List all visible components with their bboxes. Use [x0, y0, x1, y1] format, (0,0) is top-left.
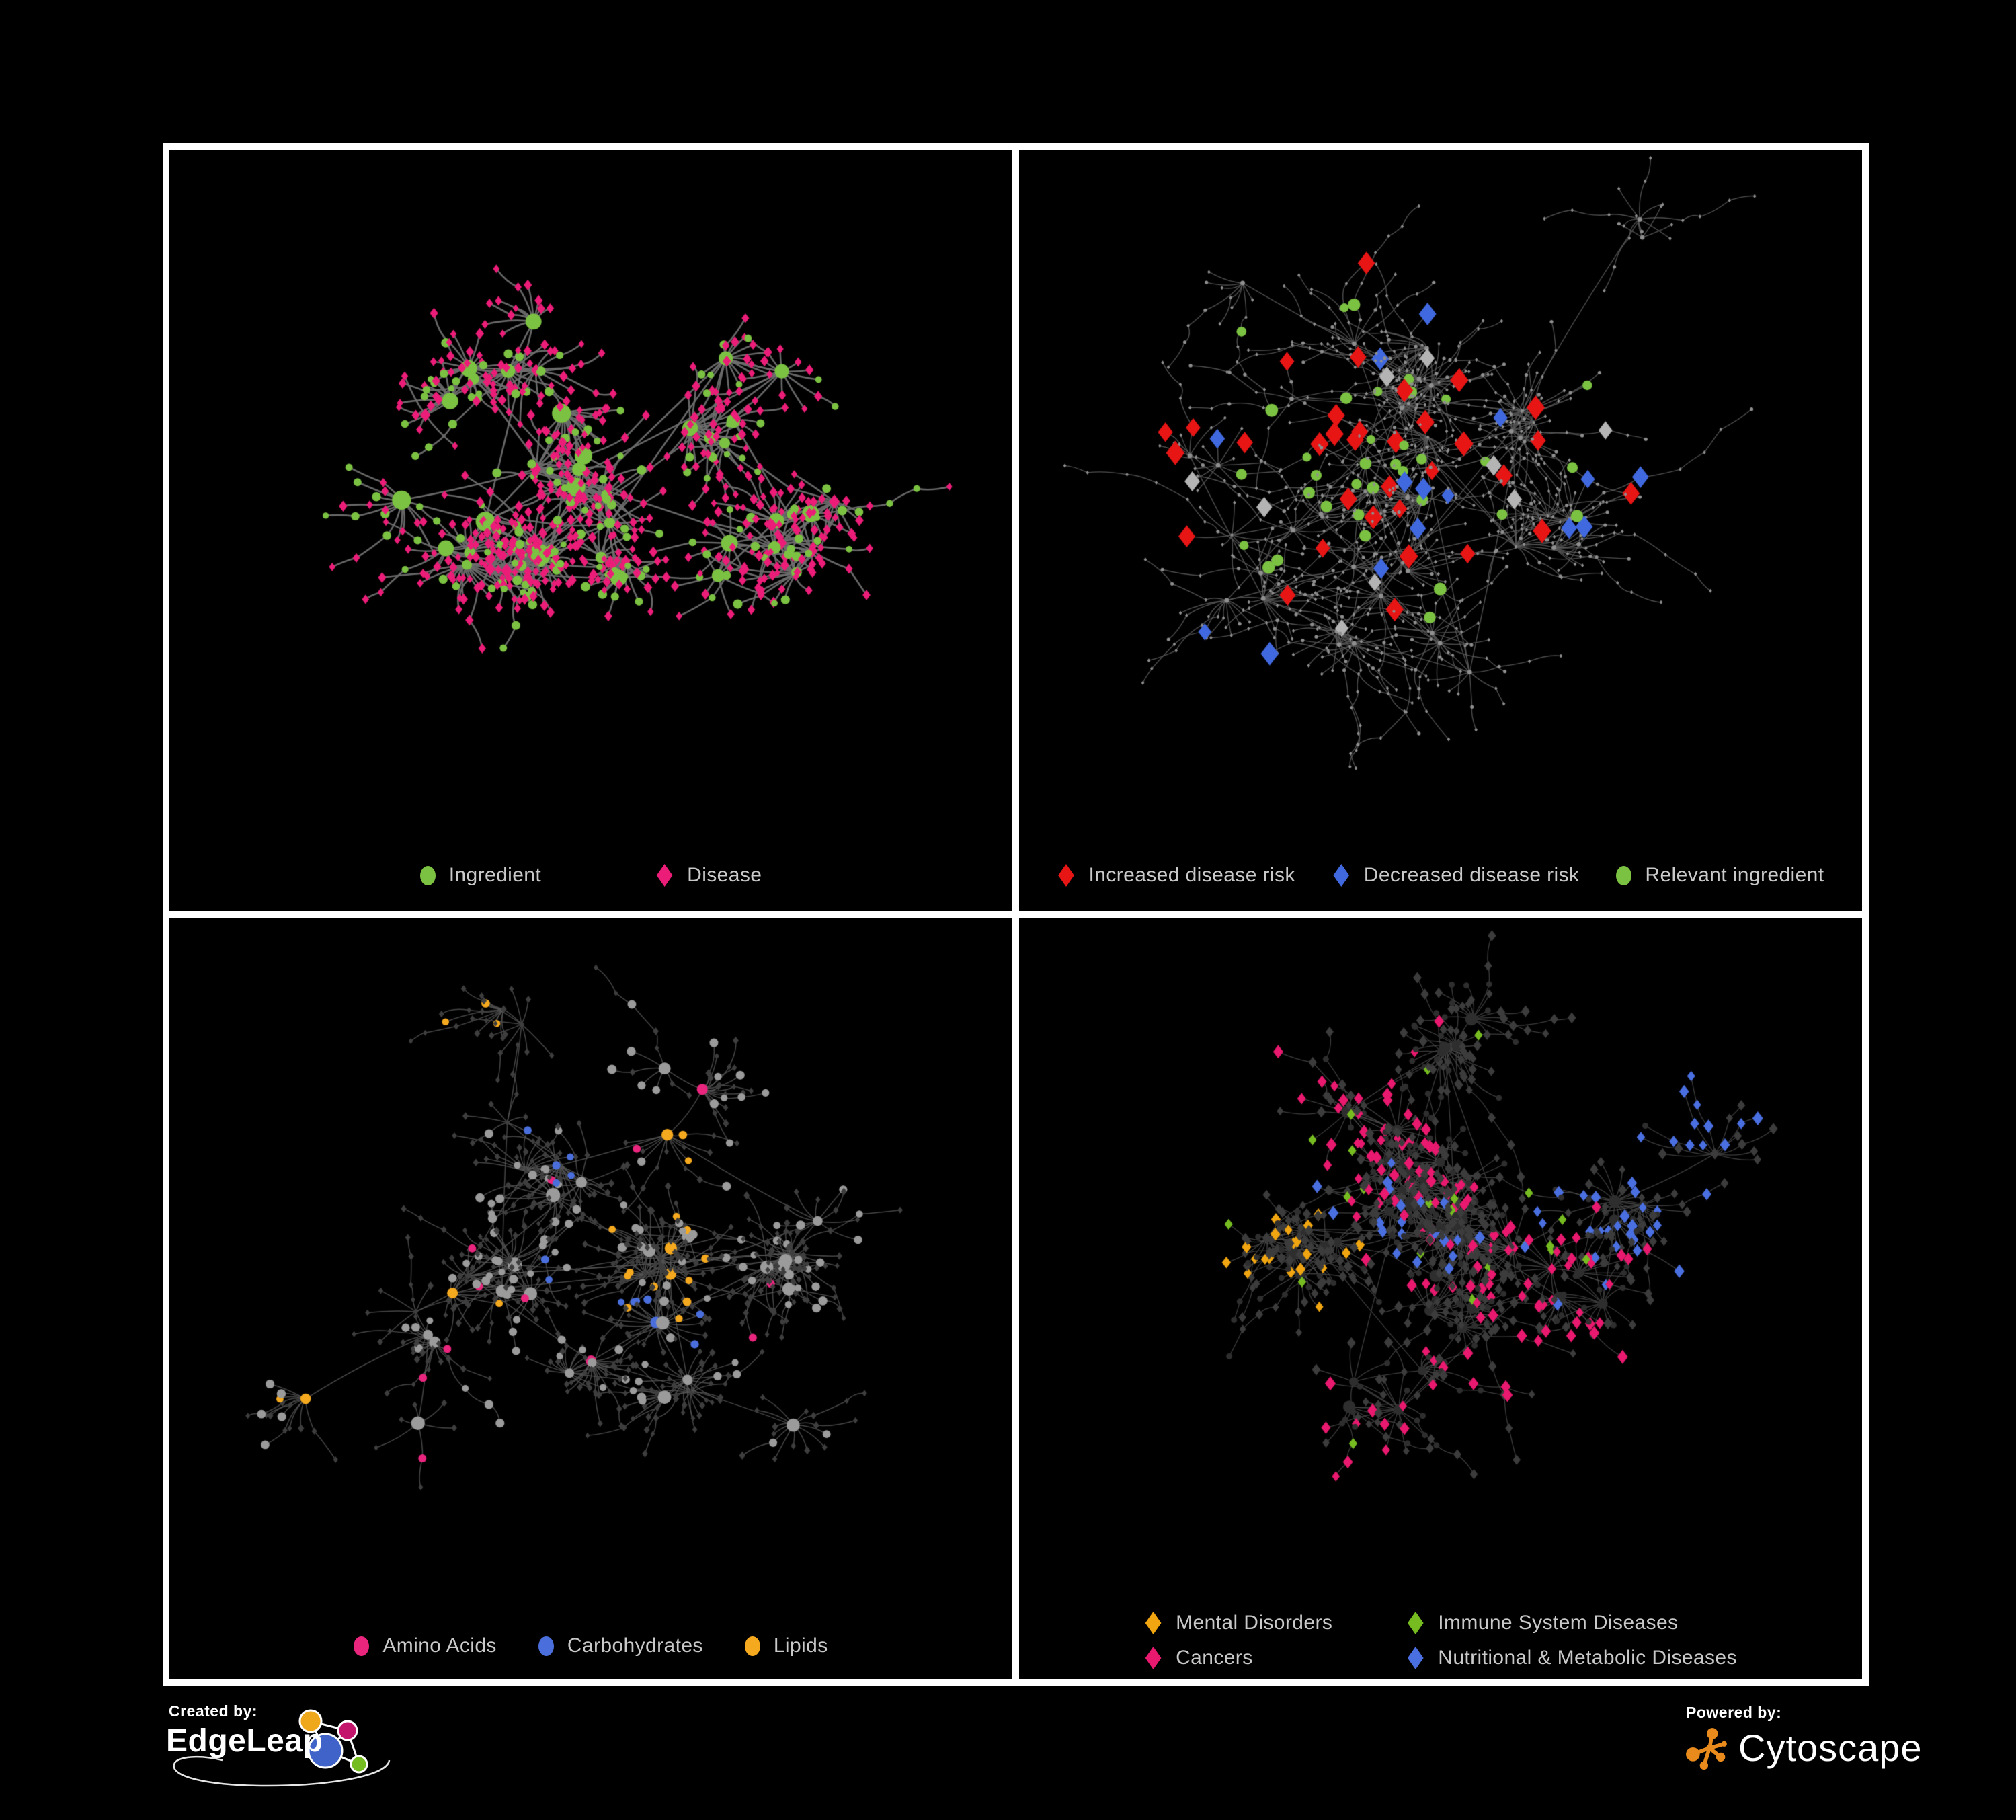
legend-item-immune-diseases: Immune System Diseases: [1406, 1612, 1737, 1634]
network-canvas-ingredient-classes: [169, 918, 1006, 1590]
legend-disease-categories: Mental Disorders Immune System Diseases …: [1019, 1612, 1862, 1669]
cancers-legend-marker: [1145, 1647, 1162, 1669]
legend-item-metabolic-diseases: Nutritional & Metabolic Diseases: [1406, 1647, 1737, 1669]
powered-by-block: Powered by: Cytoscape: [1685, 1702, 1967, 1796]
legend-disease-risk: Increased disease risk Decreased disease…: [1019, 864, 1862, 887]
relevant-ingredient-legend-label: Relevant ingredient: [1645, 864, 1824, 886]
edgeleap-wordmark: EdgeLeap: [166, 1723, 323, 1759]
amino-acids-legend-marker: [354, 1636, 370, 1656]
edgeleap-swoosh: [173, 1755, 391, 1787]
edgeleap-node-yellow: [298, 1709, 323, 1733]
decreased-risk-legend-label: Decreased disease risk: [1363, 864, 1580, 886]
created-by-block: Created by: EdgeLeap: [166, 1701, 415, 1802]
disease-legend-label: Disease: [687, 864, 762, 886]
metabolic-diseases-legend-label: Nutritional & Metabolic Diseases: [1438, 1647, 1737, 1669]
legend-ingredient-classes: Amino Acids Carbohydrates Lipids: [169, 1634, 1012, 1657]
metabolic-diseases-legend-marker: [1407, 1647, 1424, 1669]
ingredient-legend-marker: [419, 865, 436, 885]
decreased-risk-legend-marker: [1333, 864, 1350, 887]
network-canvas-disease-categories: [1019, 918, 1855, 1590]
edgeleap-logo-icon: [173, 1709, 391, 1787]
disease-legend-marker: [656, 864, 673, 887]
figure-grid: Ingredient Disease Increased disease ris…: [163, 143, 1869, 1686]
relevant-ingredient-legend-marker: [1616, 865, 1632, 885]
mental-disorders-legend-label: Mental Disorders: [1176, 1612, 1333, 1634]
cytoscape-glyph-nodes: [1686, 1728, 1727, 1770]
edgeleap-node-magenta: [337, 1720, 358, 1741]
ingredient-legend-label: Ingredient: [448, 864, 542, 886]
immune-diseases-legend-label: Immune System Diseases: [1438, 1612, 1679, 1634]
legend-item-increased-risk: Increased disease risk: [1057, 864, 1295, 887]
carbohydrates-legend-marker: [538, 1636, 554, 1656]
panel-disease-risk: Increased disease risk Decreased disease…: [1019, 150, 1862, 911]
mental-disorders-legend-marker: [1145, 1612, 1162, 1634]
panel-ingredient-classes: Amino Acids Carbohydrates Lipids: [169, 918, 1012, 1679]
network-canvas-disease-risk: [1019, 150, 1855, 822]
panel-ingredients-diseases: Ingredient Disease: [169, 150, 1012, 911]
cancers-legend-label: Cancers: [1176, 1647, 1253, 1669]
cytoscape-wordmark: Cytoscape: [1738, 1726, 1923, 1769]
panel-disease-categories: Mental Disorders Immune System Diseases …: [1019, 918, 1862, 1679]
edgeleap-node-green: [350, 1755, 368, 1774]
legend-item-disease: Disease: [655, 864, 762, 887]
immune-diseases-legend-marker: [1407, 1612, 1424, 1634]
created-by-label: Created by:: [169, 1702, 258, 1720]
increased-risk-legend-marker: [1058, 864, 1074, 887]
legend-item-relevant-ingredient: Relevant ingredient: [1616, 864, 1824, 887]
legend-item-mental-disorders: Mental Disorders: [1144, 1612, 1332, 1634]
legend-item-ingredient: Ingredient: [419, 864, 542, 887]
network-canvas-ingredients-diseases: [169, 150, 1006, 822]
lipids-legend-label: Lipids: [773, 1634, 828, 1657]
powered-by-label: Powered by:: [1686, 1704, 1782, 1721]
disease-categories-legend-grid: Mental Disorders Immune System Diseases …: [1144, 1612, 1737, 1669]
legend-item-amino-acids: Amino Acids: [354, 1634, 496, 1657]
legend-item-cancers: Cancers: [1144, 1647, 1332, 1669]
legend-item-decreased-risk: Decreased disease risk: [1332, 864, 1580, 887]
legend-ingredients-diseases: Ingredient Disease: [169, 864, 1012, 887]
cytoscape-logo-icon: [1686, 1728, 1727, 1770]
increased-risk-legend-label: Increased disease risk: [1088, 864, 1295, 886]
lipids-legend-marker: [744, 1636, 760, 1656]
edgeleap-node-blue: [307, 1733, 344, 1769]
legend-item-lipids: Lipids: [744, 1634, 828, 1657]
carbohydrates-legend-label: Carbohydrates: [567, 1634, 703, 1657]
legend-item-carbohydrates: Carbohydrates: [538, 1634, 703, 1657]
amino-acids-legend-label: Amino Acids: [382, 1634, 497, 1657]
